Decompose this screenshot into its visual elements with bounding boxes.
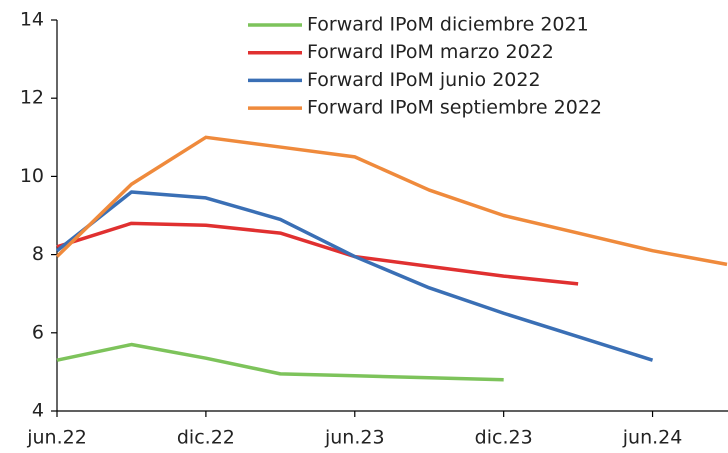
y-tick-label: 4 [32, 400, 44, 422]
legend-label: Forward IPoM marzo 2022 [307, 41, 554, 63]
y-tick-label: 10 [20, 165, 44, 187]
series-line [55, 135, 728, 267]
x-tick-label: jun.23 [324, 427, 385, 449]
x-tick-label: jun.24 [622, 427, 683, 449]
legend-label: Forward IPoM junio 2022 [307, 69, 541, 91]
y-tick-label: 6 [32, 321, 44, 343]
legend-label: Forward IPoM diciembre 2021 [307, 14, 589, 36]
series-line [56, 342, 504, 382]
legend-label: Forward IPoM septiembre 2022 [307, 97, 602, 119]
series-line [56, 221, 579, 286]
x-tick-label: dic.22 [177, 427, 235, 449]
series-line [55, 190, 654, 362]
y-tick-label: 14 [20, 9, 44, 31]
y-tick-label: 12 [20, 87, 44, 109]
x-tick-label: dic.23 [475, 427, 533, 449]
y-tick-label: 8 [32, 243, 44, 265]
x-tick-label: jun.22 [26, 427, 87, 449]
